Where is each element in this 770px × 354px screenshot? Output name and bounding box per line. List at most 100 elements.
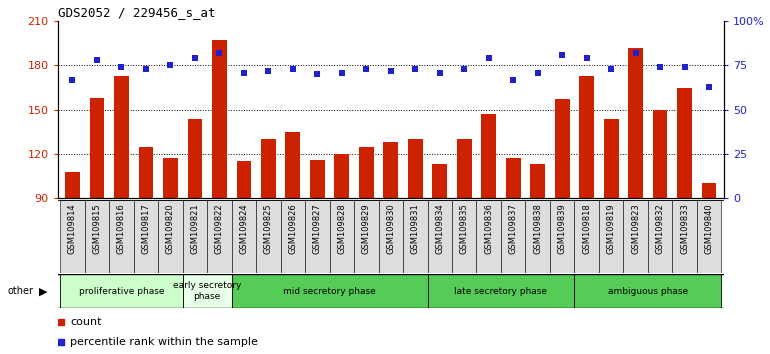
Text: GSM109814: GSM109814: [68, 203, 77, 253]
Point: [164, 63, 176, 68]
Point: [262, 68, 274, 74]
Bar: [109, 200, 134, 273]
Bar: [163, 159, 178, 198]
Point: [556, 52, 568, 58]
Bar: [207, 200, 232, 273]
Point: [311, 72, 323, 77]
Text: GSM109817: GSM109817: [142, 203, 150, 254]
Bar: [678, 88, 692, 198]
Bar: [531, 164, 545, 198]
Text: other: other: [8, 286, 34, 296]
Text: GSM109833: GSM109833: [680, 203, 689, 254]
Text: count: count: [70, 317, 102, 327]
Text: GDS2052 / 229456_s_at: GDS2052 / 229456_s_at: [58, 6, 216, 19]
Bar: [114, 76, 129, 198]
Bar: [574, 274, 721, 308]
Text: percentile rank within the sample: percentile rank within the sample: [70, 337, 258, 347]
Point: [654, 64, 666, 70]
Bar: [579, 76, 594, 198]
Bar: [550, 200, 574, 273]
Text: GSM109839: GSM109839: [557, 203, 567, 254]
Point: [286, 66, 299, 72]
Point: [91, 57, 103, 63]
Text: GSM109836: GSM109836: [484, 203, 494, 254]
Point: [630, 50, 642, 56]
Point: [678, 64, 691, 70]
Point: [409, 66, 421, 72]
Point: [458, 66, 470, 72]
Text: GSM109827: GSM109827: [313, 203, 322, 254]
Point: [434, 70, 446, 75]
Text: GSM109835: GSM109835: [460, 203, 469, 254]
Bar: [427, 274, 574, 308]
Text: mid secretory phase: mid secretory phase: [283, 287, 376, 296]
Text: GSM109829: GSM109829: [362, 203, 371, 253]
Bar: [506, 159, 521, 198]
Bar: [672, 200, 697, 273]
Bar: [139, 147, 153, 198]
Point: [213, 50, 226, 56]
Point: [531, 70, 544, 75]
Bar: [697, 200, 721, 273]
Bar: [330, 200, 354, 273]
Bar: [305, 200, 330, 273]
Bar: [158, 200, 182, 273]
Bar: [261, 139, 276, 198]
Text: GSM109838: GSM109838: [533, 203, 542, 254]
Point: [360, 66, 373, 72]
Bar: [232, 200, 256, 273]
Bar: [604, 119, 618, 198]
Point: [189, 56, 201, 61]
Point: [605, 66, 618, 72]
Bar: [379, 200, 403, 273]
Bar: [427, 200, 452, 273]
Text: GSM109832: GSM109832: [655, 203, 665, 254]
Text: GSM109825: GSM109825: [264, 203, 273, 253]
Text: GSM109840: GSM109840: [705, 203, 714, 253]
Bar: [212, 40, 226, 198]
Bar: [653, 110, 668, 198]
Bar: [403, 200, 427, 273]
Text: GSM109831: GSM109831: [410, 203, 420, 254]
Bar: [232, 274, 427, 308]
Bar: [89, 98, 104, 198]
Text: GSM109828: GSM109828: [337, 203, 346, 254]
Bar: [383, 142, 398, 198]
Point: [139, 66, 152, 72]
Bar: [334, 154, 349, 198]
Bar: [60, 274, 182, 308]
Bar: [236, 161, 251, 198]
Bar: [60, 200, 85, 273]
Text: ambiguous phase: ambiguous phase: [608, 287, 688, 296]
Text: GSM109823: GSM109823: [631, 203, 640, 254]
Point: [483, 56, 495, 61]
Bar: [574, 200, 599, 273]
Point: [384, 68, 397, 74]
Text: GSM109819: GSM109819: [607, 203, 616, 253]
Text: GSM109822: GSM109822: [215, 203, 224, 253]
Bar: [134, 200, 158, 273]
Point: [703, 84, 715, 90]
Point: [336, 70, 348, 75]
Point: [581, 56, 593, 61]
Text: late secretory phase: late secretory phase: [454, 287, 547, 296]
Bar: [648, 200, 672, 273]
Point: [238, 70, 250, 75]
Text: ▶: ▶: [38, 286, 47, 296]
Bar: [286, 132, 300, 198]
Text: GSM109815: GSM109815: [92, 203, 102, 253]
Bar: [555, 99, 570, 198]
Bar: [624, 200, 648, 273]
Bar: [433, 164, 447, 198]
Bar: [408, 139, 423, 198]
Bar: [452, 200, 477, 273]
Bar: [525, 200, 550, 273]
Bar: [457, 139, 471, 198]
Bar: [182, 200, 207, 273]
Bar: [256, 200, 280, 273]
Bar: [182, 274, 232, 308]
Text: GSM109820: GSM109820: [166, 203, 175, 253]
Text: GSM109826: GSM109826: [288, 203, 297, 254]
Bar: [359, 147, 373, 198]
Text: GSM109821: GSM109821: [190, 203, 199, 253]
